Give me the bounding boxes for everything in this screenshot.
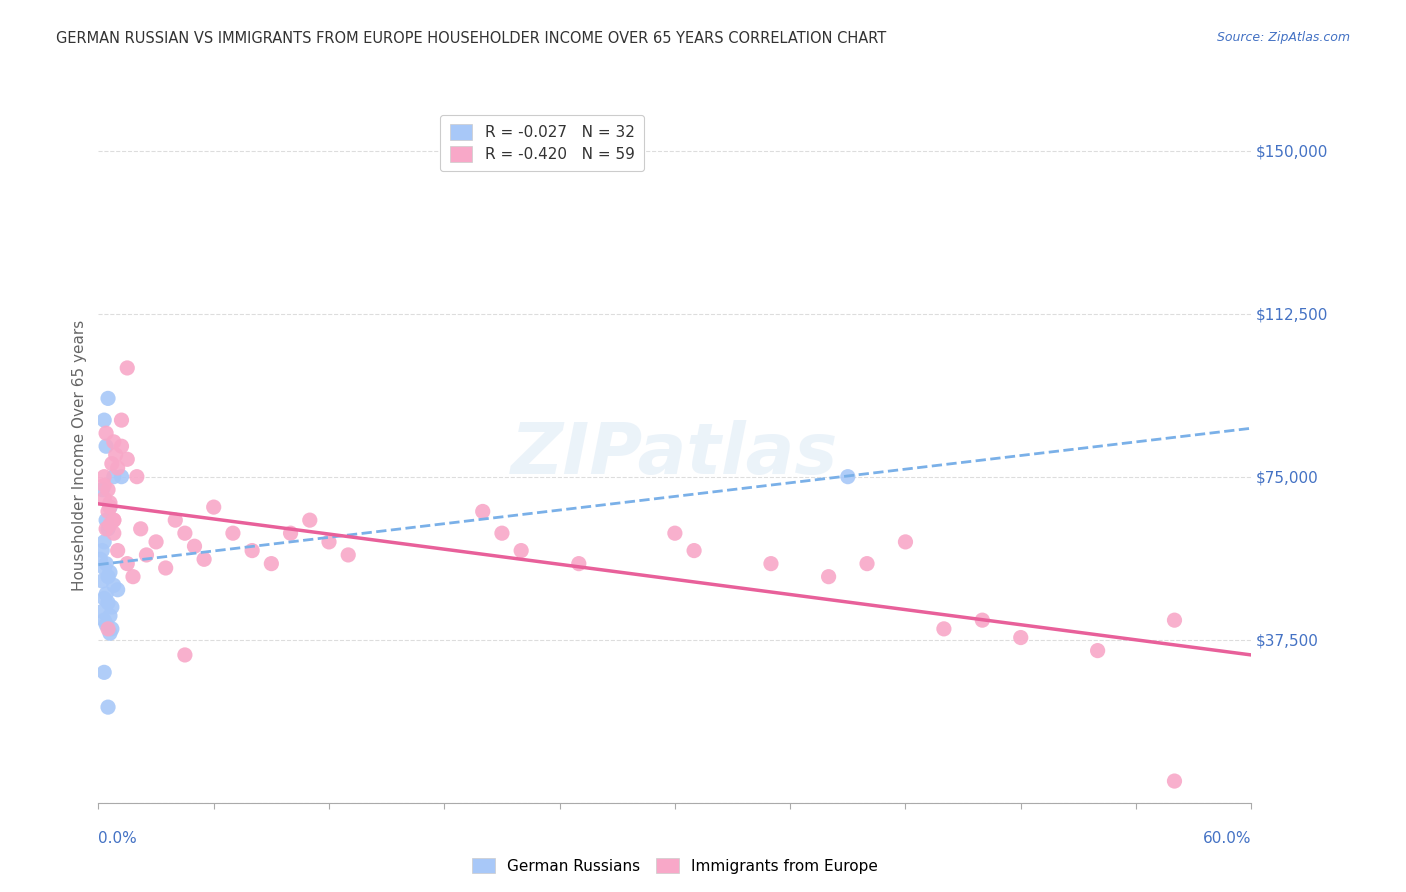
Point [94,513,117,527]
Point [101,622,124,636]
Text: 60.0%: 60.0% [1204,830,1251,846]
Point [91,574,114,588]
Point [93,478,115,492]
Point [1163,613,1185,627]
Point [110,413,132,427]
Text: GERMAN RUSSIAN VS IMMIGRANTS FROM EUROPE HOUSEHOLDER INCOME OVER 65 YEARS CORREL: GERMAN RUSSIAN VS IMMIGRANTS FROM EUROPE… [56,31,887,46]
Point [91,543,114,558]
Point [125,469,148,483]
Point [222,526,245,541]
Point [759,557,782,571]
Point [817,570,839,584]
Y-axis label: Householder Income Over 65 years: Householder Income Over 65 years [72,319,87,591]
Point [94,522,117,536]
Point [145,535,167,549]
Point [97,392,120,406]
Point [856,557,879,571]
Point [1163,774,1185,789]
Point [94,557,117,571]
Point [510,543,533,558]
Point [97,700,120,714]
Point [93,413,115,427]
Point [183,539,205,553]
Point [568,557,591,571]
Point [103,578,125,592]
Point [193,552,215,566]
Point [107,582,129,597]
Point [93,665,115,680]
Point [89,552,111,566]
Point [97,596,120,610]
Point [202,500,225,514]
Point [240,543,263,558]
Point [174,648,197,662]
Point [97,570,120,584]
Legend: R = -0.027   N = 32, R = -0.420   N = 59: R = -0.027 N = 32, R = -0.420 N = 59 [440,115,644,171]
Point [683,543,706,558]
Point [894,535,917,549]
Text: 0.0%: 0.0% [98,830,138,846]
Point [104,448,127,462]
Point [93,591,115,606]
Point [98,566,121,580]
Point [103,513,125,527]
Point [837,469,859,483]
Point [98,608,121,623]
Point [135,548,157,562]
Point [98,517,121,532]
Point [122,570,145,584]
Point [93,535,115,549]
Point [103,434,125,449]
Point [471,504,494,518]
Point [972,613,994,627]
Point [110,439,132,453]
Point [165,513,187,527]
Point [129,522,152,536]
Point [98,500,121,514]
Point [97,622,120,636]
Point [117,361,139,376]
Point [110,469,132,483]
Point [932,622,955,636]
Point [103,513,125,527]
Point [107,461,129,475]
Point [107,543,129,558]
Point [97,483,120,497]
Point [298,513,321,527]
Point [93,613,115,627]
Point [174,526,197,541]
Point [97,504,120,518]
Text: Source: ZipAtlas.com: Source: ZipAtlas.com [1216,31,1350,45]
Point [260,557,283,571]
Point [93,491,115,506]
Point [101,457,124,471]
Point [491,526,513,541]
Point [94,439,117,453]
Point [280,526,302,541]
Point [98,496,121,510]
Point [117,452,139,467]
Text: ZIPatlas: ZIPatlas [512,420,838,490]
Point [318,535,340,549]
Point [1087,643,1109,657]
Point [94,617,117,632]
Point [103,469,125,483]
Point [98,626,121,640]
Point [98,500,121,514]
Point [93,469,115,483]
Point [97,522,120,536]
Point [101,600,124,615]
Legend: German Russians, Immigrants from Europe: German Russians, Immigrants from Europe [465,852,884,880]
Point [1010,631,1032,645]
Point [91,605,114,619]
Point [337,548,360,562]
Point [155,561,177,575]
Point [94,426,117,441]
Point [93,561,115,575]
Point [117,557,139,571]
Point [103,526,125,541]
Point [91,483,114,497]
Point [664,526,686,541]
Point [94,587,117,601]
